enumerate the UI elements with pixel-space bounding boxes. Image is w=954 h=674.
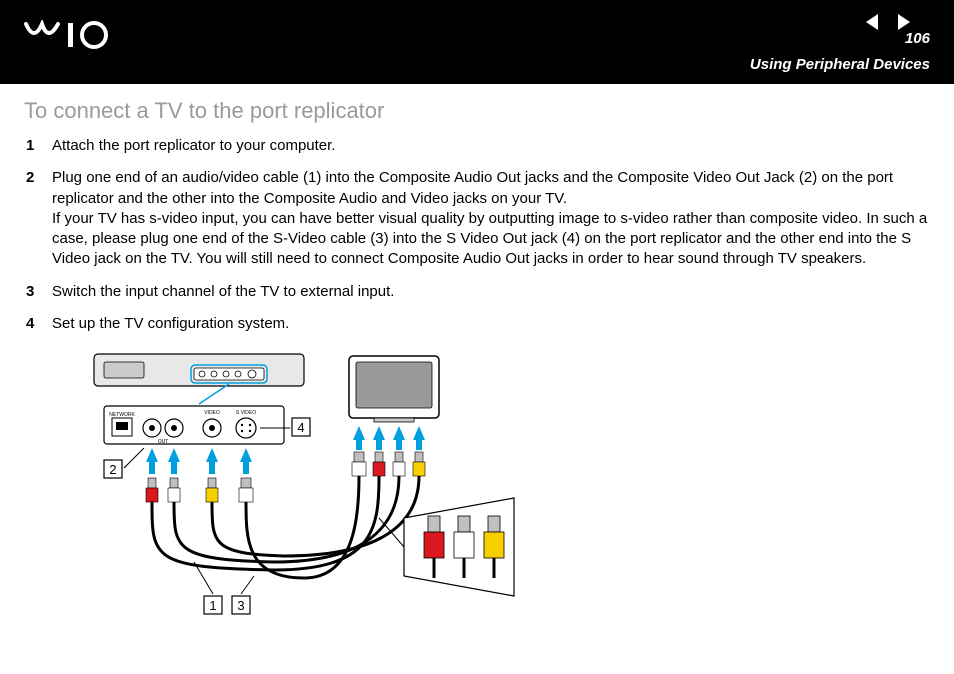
plugs-tv [352, 452, 425, 476]
step-item: Set up the TV configuration system. [24, 314, 930, 334]
vaio-logo [24, 20, 134, 57]
step-item: Attach the port replicator to your compu… [24, 136, 930, 156]
nav-arrows[interactable] [866, 14, 910, 35]
arrows-to-tv [353, 426, 425, 450]
callout-3: 3 [232, 576, 254, 614]
svg-text:VIDEO: VIDEO [204, 410, 220, 416]
svg-text:S VIDEO: S VIDEO [236, 410, 256, 416]
cables [152, 476, 419, 578]
steps-list: Attach the port replicator to your compu… [24, 136, 930, 334]
svg-text:2: 2 [109, 462, 116, 477]
content-area: To connect a TV to the port replicator A… [0, 84, 954, 653]
port-panel-icon: NETWORK OUT VIDEO S VIDEO [104, 406, 284, 445]
svg-text:4: 4 [297, 420, 304, 435]
page-number: 106 [905, 30, 930, 47]
header-bar: 106 Using Peripheral Devices [0, 0, 954, 84]
callout-2: 2 [104, 448, 144, 478]
callout-1: 1 [194, 562, 222, 614]
connection-diagram: NETWORK OUT VIDEO S VIDEO [74, 348, 930, 653]
port-replicator-icon [94, 354, 304, 404]
tv-icon [349, 356, 439, 422]
svg-text:1: 1 [209, 598, 216, 613]
arrows-to-replicator [146, 448, 252, 474]
svg-text:OUT: OUT [158, 439, 169, 445]
section-title: To connect a TV to the port replicator [24, 98, 930, 124]
svg-text:NETWORK: NETWORK [109, 412, 135, 418]
step-item: Plug one end of an audio/video cable (1)… [24, 168, 930, 269]
step-item: Switch the input channel of the TV to ex… [24, 282, 930, 302]
chapter-title: Using Peripheral Devices [750, 56, 930, 73]
svg-text:3: 3 [237, 598, 244, 613]
rca-detail-icon [379, 498, 514, 596]
rca-plugs-replicator [146, 478, 253, 502]
